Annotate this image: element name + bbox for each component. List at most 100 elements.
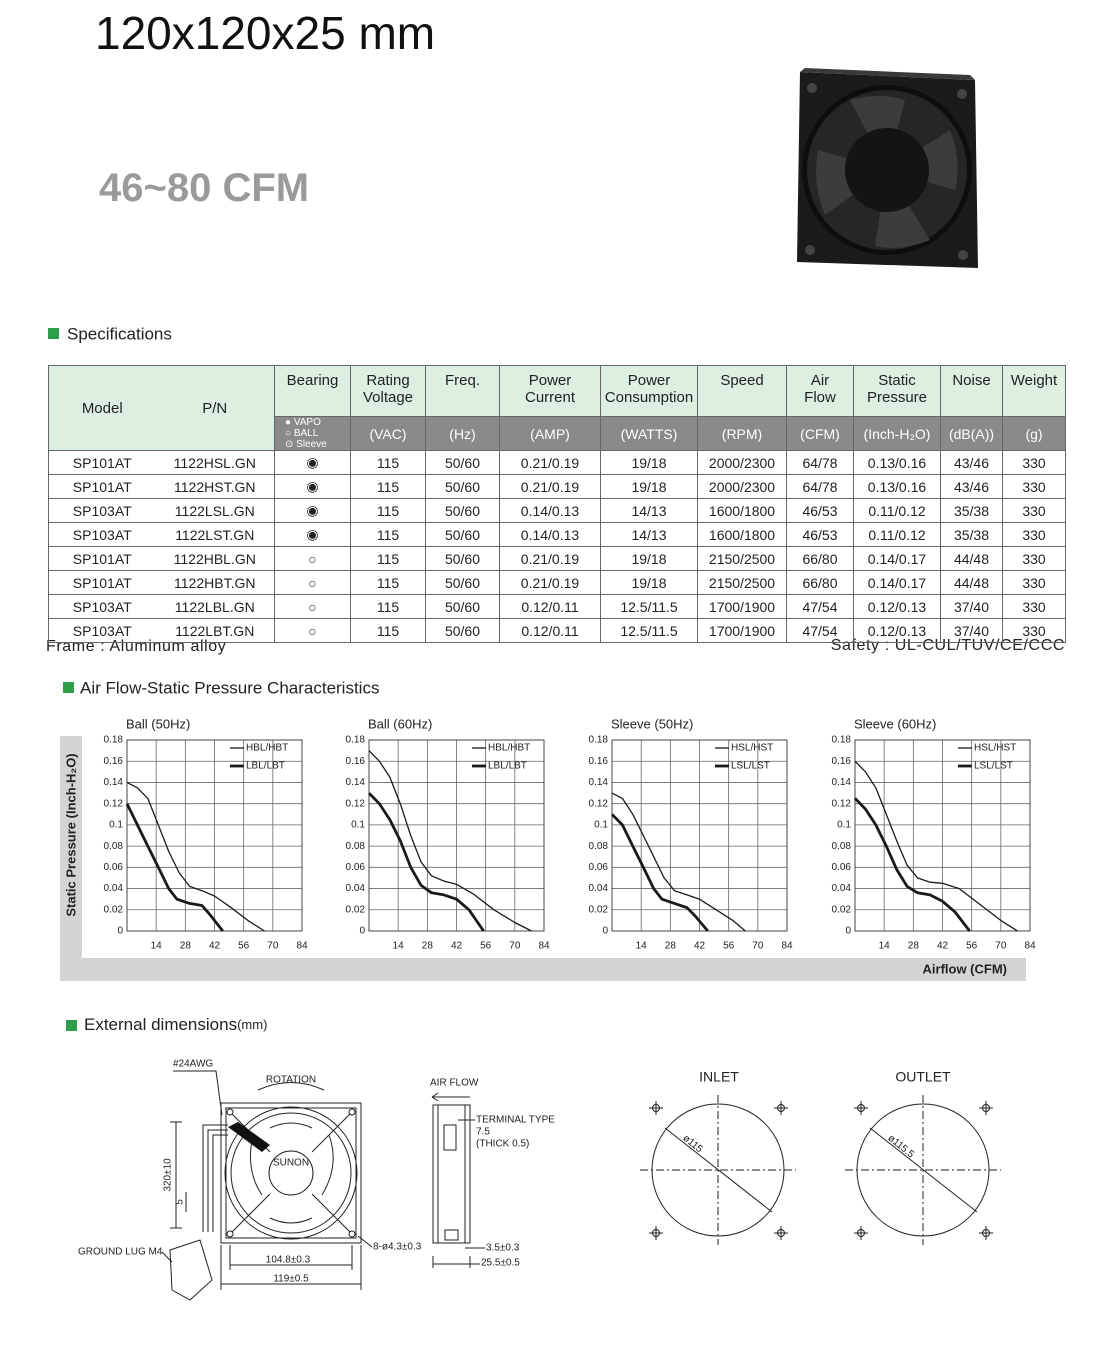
- section-heading: Air Flow-Static Pressure Characteristics: [80, 678, 379, 697]
- cell: 50/60: [425, 618, 500, 643]
- cell: 43/46: [940, 474, 1003, 499]
- y-tick-label: 0: [845, 926, 851, 937]
- cell: 50/60: [425, 450, 500, 475]
- cell: 330: [1002, 594, 1066, 619]
- curve: [611, 813, 709, 932]
- cell: 35/38: [940, 498, 1003, 523]
- cell: 330: [1002, 522, 1066, 547]
- cell: 50/60: [425, 546, 500, 571]
- x-tick-label: 84: [296, 941, 308, 952]
- cell: 0.12/0.11: [499, 618, 601, 643]
- dim-label: 320±10: [163, 1158, 174, 1192]
- cell: 37/40: [940, 594, 1003, 619]
- cell: 115: [350, 522, 426, 547]
- y-axis-label: Static Pressure (Inch-H₂O): [63, 753, 78, 916]
- x-tick-label: 84: [1024, 941, 1036, 952]
- header-cell: Rating Voltage: [350, 365, 426, 417]
- header-text: Noise: [952, 372, 991, 389]
- cell: 1122HST.GN: [155, 474, 275, 499]
- bearing-legend: ● VAPO ○ BALL ⊙ Sleeve: [274, 416, 351, 451]
- cell: 330: [1002, 474, 1066, 499]
- header-cell: Bearing: [274, 365, 351, 417]
- x-tick-label: 84: [538, 941, 550, 952]
- cell: 64/78: [786, 474, 854, 499]
- unit-cell: (RPM): [697, 416, 787, 451]
- dim-label: OUTLET: [895, 1069, 951, 1085]
- cell: 2000/2300: [697, 450, 787, 475]
- cell: 330: [1002, 546, 1066, 571]
- cell: 50/60: [425, 474, 500, 499]
- dimension-labels: #24AWG ROTATION SUNON 320±10 5 GROUND LU…: [78, 1059, 951, 1285]
- y-tick-label: 0.14: [589, 777, 609, 788]
- hole-cross: [979, 1226, 993, 1240]
- bullet: [48, 328, 59, 339]
- header-cell: Speed: [697, 365, 787, 417]
- plot-frame: [611, 739, 788, 932]
- dim-label: TERMINAL TYPE: [476, 1115, 555, 1126]
- cell: SP103AT: [48, 594, 156, 619]
- cell: 44/48: [940, 546, 1003, 571]
- cell: 19/18: [600, 546, 698, 571]
- hole-cross: [774, 1101, 788, 1115]
- x-tick-label: 42: [209, 941, 221, 952]
- cell: 0.21/0.19: [499, 570, 601, 595]
- bullet: [66, 1020, 77, 1031]
- dim-label: GROUND LUG M4: [78, 1247, 163, 1258]
- cell: ○: [274, 594, 351, 619]
- y-tick-label: 0.16: [346, 756, 366, 767]
- header-text: Power: [627, 372, 671, 389]
- x-tick-label: 28: [180, 941, 192, 952]
- cell: 0.14/0.17: [853, 546, 941, 571]
- x-tick-label: 28: [422, 941, 434, 952]
- data-row: SP101AT 1122HSL.GN ◉ 115 50/60 0.21/0.19 19/18…: [48, 450, 1066, 475]
- curve: [125, 803, 224, 932]
- dim-label: 104.8±0.3: [266, 1255, 311, 1266]
- cell: 47/54: [786, 618, 854, 643]
- hole-cross: [854, 1226, 868, 1240]
- hole-cross: [774, 1226, 788, 1240]
- data-row: SP103AT 1122LBL.GN ○ 115 50/60 0.12/0.11 12.5/…: [48, 594, 1066, 619]
- y-tick-label: 0.06: [832, 862, 852, 873]
- header-cell: Noise: [940, 365, 1003, 417]
- y-tick-label: 0.02: [346, 904, 366, 915]
- cell: SP103AT: [48, 498, 156, 523]
- y-tick-label: 0.1: [837, 820, 851, 831]
- y-tick-label: 0.08: [346, 841, 366, 852]
- y-tick-label: 0.08: [832, 841, 852, 852]
- dim-label: ø115: [680, 1133, 704, 1156]
- cell: 12.5/11.5: [600, 618, 698, 643]
- header-text: Power: [528, 372, 572, 389]
- dim-label: INLET: [699, 1069, 739, 1085]
- cell: ○: [274, 546, 351, 571]
- dim-label: 7.5: [476, 1127, 490, 1138]
- cell: 0.11/0.12: [853, 522, 941, 547]
- cell: 64/78: [786, 450, 854, 475]
- x-tick-label: 70: [752, 941, 764, 952]
- cell: 1122LBT.GN: [155, 618, 275, 643]
- y-tick-label: 0.04: [104, 883, 124, 894]
- cell: 1700/1900: [697, 594, 787, 619]
- x-tick-label: 42: [937, 941, 949, 952]
- legend-text: ● VAPO: [285, 417, 321, 428]
- cell: ○: [274, 618, 351, 643]
- header-text: Static: [878, 372, 916, 389]
- section-heading: External dimensions(mm): [84, 1015, 267, 1034]
- cell: 19/18: [600, 450, 698, 475]
- x-tick-label: 42: [694, 941, 706, 952]
- chart-title: Sleeve (50Hz): [611, 716, 693, 731]
- cell: 0.21/0.19: [499, 546, 601, 571]
- cell: 115: [350, 546, 426, 571]
- y-tick-label: 0.18: [346, 735, 366, 746]
- cell: ◉: [274, 522, 351, 547]
- dim-label: 8-ø4.3±0.3: [373, 1242, 422, 1253]
- cell: SP101AT: [48, 474, 156, 499]
- cell: 330: [1002, 618, 1066, 643]
- plot-frame: [368, 739, 545, 932]
- dim-label: 5: [175, 1199, 186, 1205]
- header-text: Air: [810, 372, 830, 389]
- chart-title: Ball (60Hz): [368, 716, 432, 731]
- y-tick-label: 0.14: [346, 777, 366, 788]
- cell: 46/53: [786, 498, 854, 523]
- cell: SP103AT: [48, 618, 156, 643]
